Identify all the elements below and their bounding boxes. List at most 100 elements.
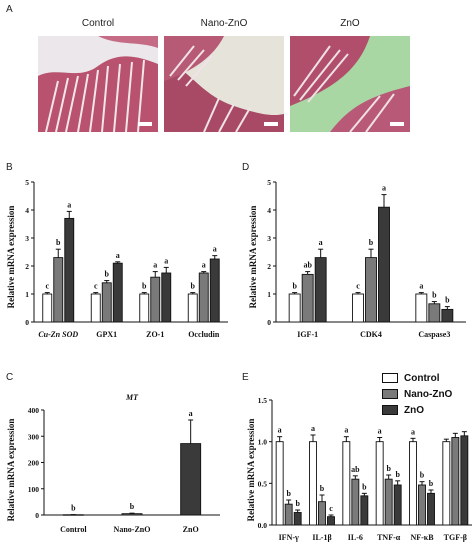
chart-d-bar-0-1 bbox=[301, 273, 314, 323]
panel-a-letter: A bbox=[6, 4, 13, 15]
chart-d-sig-label-0-0: b bbox=[292, 282, 297, 291]
chart-c-x-tick-label-1: Nano-ZnO bbox=[114, 525, 151, 534]
chart-e-bar-3-1 bbox=[384, 478, 393, 526]
chart-e-bar-2-0 bbox=[342, 441, 351, 526]
legend-label-zno: ZnO bbox=[404, 404, 424, 416]
legend-label-nano-zno: Nano-ZnO bbox=[404, 388, 453, 400]
chart-d-y-tick-label-1: 1 bbox=[267, 290, 271, 299]
chart-b-bar-2-1 bbox=[150, 276, 161, 323]
chart-d: Relative mRNA expression012345babaIGF-1c… bbox=[248, 178, 466, 339]
chart-d-bar-0-2 bbox=[314, 257, 327, 323]
chart-e-bar-5-1 bbox=[451, 437, 460, 526]
chart-e-sig-label-3-1: b bbox=[386, 464, 391, 473]
chart-d-x-tick-label-0: IGF-1 bbox=[297, 330, 318, 339]
chart-e-sig-label-2-1: ab bbox=[351, 465, 360, 474]
chart-c-bar-2-0 bbox=[180, 443, 202, 516]
chart-c-y-tick-label-0: 0 bbox=[35, 511, 39, 520]
chart-b-bar-0-2 bbox=[64, 217, 75, 323]
chart-e-sig-label-0-2: b bbox=[295, 499, 300, 508]
chart-b-y-tick-label-1: 1 bbox=[25, 290, 29, 299]
chart-d-sig-label-2-2: b bbox=[445, 296, 450, 305]
chart-b-y-axis-label: Relative mRNA expression bbox=[6, 206, 16, 309]
chart-c-bar-1-0 bbox=[121, 513, 143, 516]
chart-e-sig-label-4-2: b bbox=[429, 479, 434, 488]
panel-d-letter: D bbox=[242, 162, 250, 173]
chart-d-y-tick-label-3: 3 bbox=[267, 234, 271, 243]
legend-swatch-zno bbox=[382, 405, 398, 415]
micrograph-label-nano-zno: Nano-ZnO bbox=[200, 18, 248, 29]
chart-b-sig-label-2-0: b bbox=[142, 282, 147, 291]
chart-e-x-tick-label-2: IL-6 bbox=[348, 533, 363, 542]
chart-e-sig-label-1-0: a bbox=[311, 424, 315, 433]
chart-b-sig-label-1-1: b bbox=[105, 270, 110, 279]
chart-e-sig-label-1-2: c bbox=[329, 504, 333, 513]
chart-d-x-tick-label-2: Caspase3 bbox=[418, 330, 450, 339]
chart-b-bar-3-1 bbox=[198, 272, 209, 323]
chart-b-sig-label-3-0: b bbox=[191, 282, 196, 291]
chart-b-y-tick-label-5: 5 bbox=[25, 178, 29, 187]
chart-d-bar-1-0 bbox=[352, 293, 364, 323]
chart-d-y-tick-label-4: 4 bbox=[267, 206, 271, 215]
chart-b-sig-label-2-2: a bbox=[164, 256, 168, 265]
panel-e-letter: E bbox=[242, 372, 249, 383]
micrograph-zno bbox=[290, 36, 410, 132]
chart-b-sig-label-0-2: a bbox=[67, 200, 71, 209]
chart-d-sig-label-2-0: a bbox=[419, 282, 423, 291]
chart-b-bar-3-0 bbox=[187, 293, 198, 323]
chart-d-bar-1-2 bbox=[378, 206, 390, 323]
legend-swatch-nano-zno bbox=[382, 389, 398, 399]
chart-d-sig-label-1-1: b bbox=[369, 238, 374, 247]
chart-c-y-axis-label: Relative mRNA expression bbox=[6, 419, 16, 522]
legend-item-zno: ZnO bbox=[382, 402, 452, 418]
chart-c-sig-label-0-0: b bbox=[71, 504, 76, 513]
chart-e-x-tick-label-0: IFN-γ bbox=[279, 533, 299, 542]
chart-e-x-tick-label-3: TNF-α bbox=[377, 533, 401, 542]
chart-b-bar-3-2 bbox=[209, 258, 220, 323]
chart-d-sig-label-1-0: c bbox=[356, 282, 360, 291]
chart-e-sig-label-4-1: b bbox=[420, 471, 425, 480]
chart-e-sig-label-0-0: a bbox=[278, 426, 282, 435]
chart-e-bar-0-1 bbox=[284, 503, 293, 526]
chart-d-bar-2-1 bbox=[428, 303, 441, 323]
chart-d-y-tick-label-0: 0 bbox=[267, 318, 271, 327]
chart-c-y-tick-label-4: 400 bbox=[28, 406, 40, 415]
chart-b-sig-label-0-0: c bbox=[45, 282, 49, 291]
chart-e-bar-1-1 bbox=[318, 501, 326, 526]
micrograph-control bbox=[38, 36, 158, 132]
chart-b-sig-label-1-0: c bbox=[94, 282, 98, 291]
chart-c-y-tick-label-2: 200 bbox=[28, 459, 40, 468]
chart-e-sig-label-3-2: b bbox=[395, 470, 400, 479]
chart-e-x-tick-label-4: NF-κB bbox=[410, 533, 434, 542]
chart-e-x-tick-label-5: TGF-β bbox=[444, 533, 467, 542]
chart-d-sig-label-1-2: a bbox=[382, 184, 386, 193]
legend: Control Nano-ZnO ZnO bbox=[382, 370, 452, 418]
chart-b-x-tick-label-0: Cu-Zn SOD bbox=[38, 330, 78, 339]
chart-c-y-tick-label-3: 300 bbox=[28, 432, 40, 441]
chart-d-bar-2-2 bbox=[441, 308, 454, 323]
chart-b-x-tick-label-2: ZO-1 bbox=[146, 330, 164, 339]
chart-e: Relative mRNA expression0.00.51.01.5abbI… bbox=[246, 396, 472, 542]
chart-b-bar-1-2 bbox=[112, 262, 123, 323]
chart-e-sig-label-2-0: a bbox=[344, 426, 348, 435]
legend-swatch-control bbox=[382, 373, 398, 383]
chart-c-title: MT bbox=[125, 393, 139, 402]
chart-b-bar-0-1 bbox=[53, 257, 64, 323]
chart-e-y-tick-label-0: 0.0 bbox=[258, 521, 268, 530]
chart-b-x-tick-label-3: Occludin bbox=[188, 330, 220, 339]
chart-d-sig-label-2-1: b bbox=[432, 291, 437, 300]
chart-c-y-tick-label-1: 100 bbox=[28, 485, 40, 494]
chart-d-y-axis-label: Relative mRNA expression bbox=[248, 206, 258, 309]
chart-e-sig-label-0-1: b bbox=[286, 489, 291, 498]
chart-b-y-tick-label-0: 0 bbox=[25, 318, 29, 327]
chart-b-sig-label-3-1: a bbox=[202, 261, 206, 270]
chart-e-bar-1-0 bbox=[309, 441, 317, 526]
chart-d-sig-label-0-2: a bbox=[319, 238, 323, 247]
chart-b-x-tick-label-1: GPX1 bbox=[96, 330, 117, 339]
panel-c-letter: C bbox=[6, 372, 14, 383]
chart-e-sig-label-2-2: b bbox=[362, 482, 367, 491]
chart-d-bar-2-0 bbox=[415, 293, 428, 323]
chart-e-bar-2-1 bbox=[351, 478, 360, 526]
chart-b-y-tick-label-4: 4 bbox=[25, 206, 29, 215]
chart-b-y-tick-label-2: 2 bbox=[25, 262, 29, 271]
chart-e-bar-0-0 bbox=[275, 441, 284, 526]
